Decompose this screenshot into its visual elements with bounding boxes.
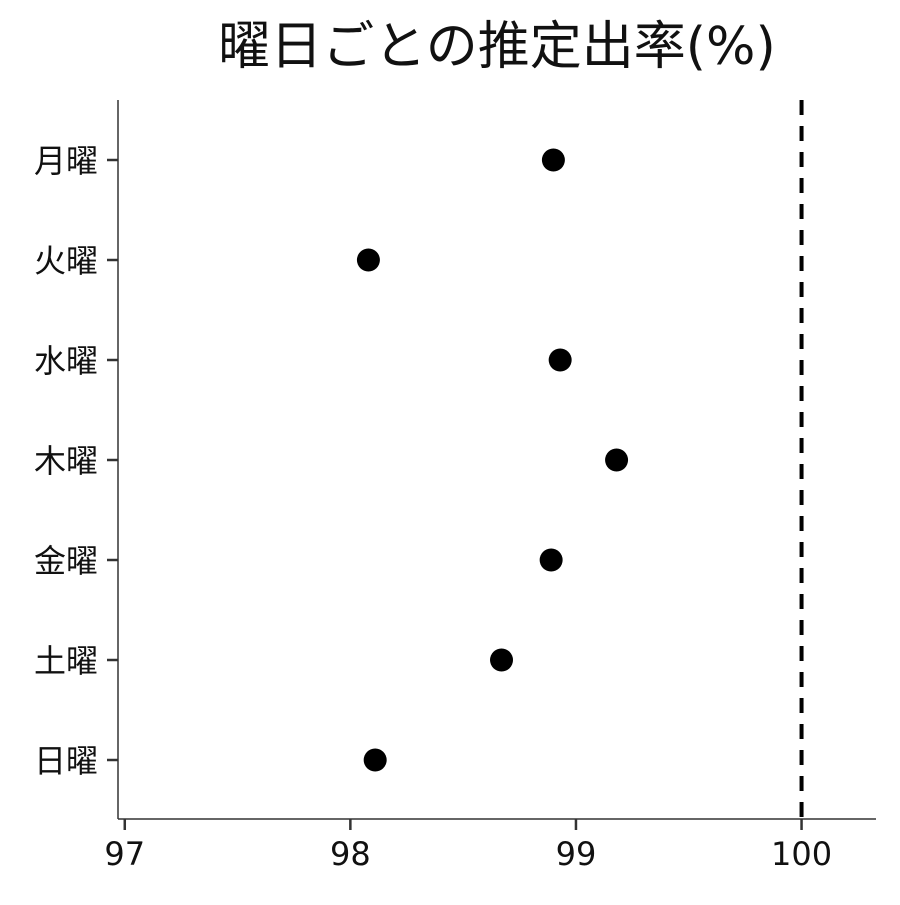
y-tick-label: 月曜 (34, 142, 98, 180)
y-tick-label: 土曜 (34, 642, 98, 680)
chart-title: 曜日ごとの推定出率(%) (218, 17, 775, 77)
axes (117, 100, 876, 820)
data-point (605, 448, 629, 472)
data-point (490, 648, 514, 672)
x-tick-label: 99 (556, 835, 597, 873)
data-points (356, 148, 629, 772)
y-tick-label: 日曜 (34, 742, 98, 780)
data-point (363, 748, 387, 772)
x-axis-ticks: 97 98 99 100 (104, 819, 832, 873)
x-tick-label: 100 (771, 835, 832, 873)
data-point (356, 248, 380, 272)
data-point (548, 348, 572, 372)
x-tick-label: 98 (330, 835, 371, 873)
y-tick-label: 木曜 (34, 442, 98, 480)
data-point (541, 148, 565, 172)
y-tick-label: 金曜 (34, 542, 98, 580)
data-point (539, 548, 563, 572)
x-tick-label: 97 (104, 835, 145, 873)
y-tick-label: 水曜 (34, 342, 98, 380)
y-tick-label: 火曜 (34, 242, 98, 280)
